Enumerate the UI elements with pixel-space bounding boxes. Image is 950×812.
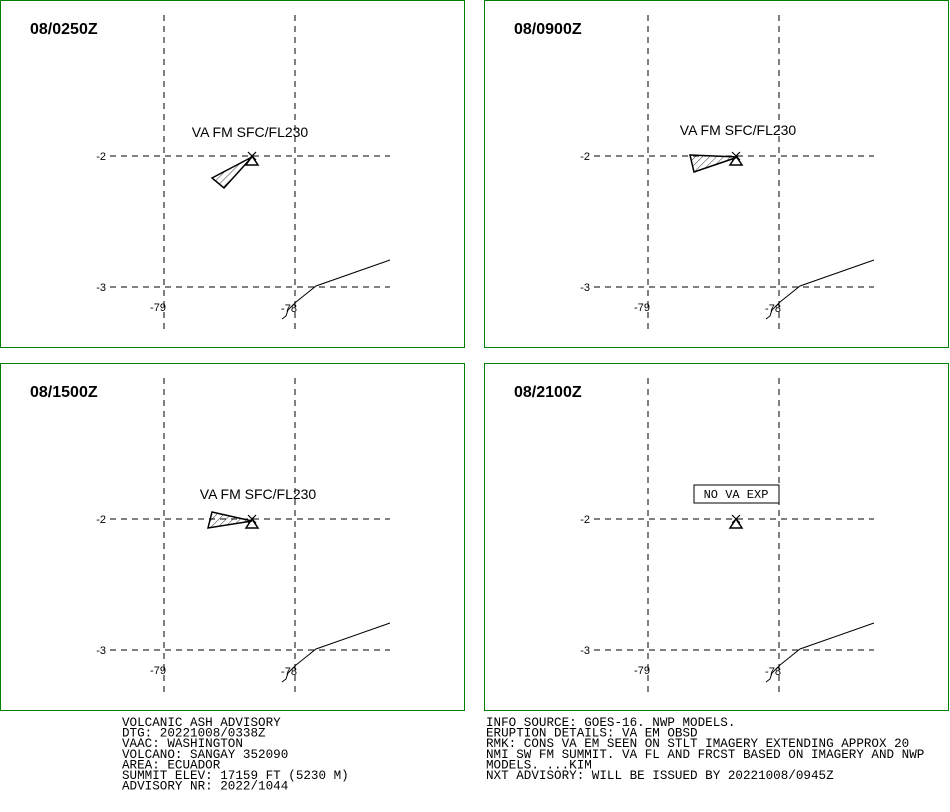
coastline [281, 622, 391, 683]
lat-label: -3 [96, 645, 106, 657]
lat-label: -2 [580, 151, 590, 163]
coastline [281, 259, 391, 320]
advisory-text: VAAC: WASHINGTON [122, 737, 243, 751]
panel-border [0, 0, 465, 348]
advisory-text: SUMMIT ELEV: 17159 FT (5230 M) [122, 769, 349, 783]
lat-label: -2 [96, 514, 106, 526]
lon-label: -79 [634, 302, 650, 314]
volcano [244, 154, 260, 166]
volcano [728, 154, 744, 166]
advisory-text: RMK: CONS VA EM SEEN ON STLT IMAGERY EXT… [486, 737, 909, 751]
ash-area [210, 156, 253, 190]
coastline [765, 259, 875, 320]
volcano [728, 517, 744, 529]
volcano [244, 517, 260, 529]
volcano-mark [731, 151, 741, 161]
advisory-text: AREA: ECUADOR [122, 758, 221, 772]
volcano-mark [247, 151, 257, 161]
panel-border [484, 0, 949, 348]
advisory-text: NMI SW FM SUMMIT. VA FL AND FRCST BASED … [486, 748, 924, 762]
ash-label: VA FM SFC/FL230 [200, 486, 317, 502]
volcano-mark [731, 514, 741, 524]
lat-label: -2 [580, 514, 590, 526]
lon-label: -79 [150, 302, 166, 314]
advisory-text: ADVISORY NR: 2022/1044 [122, 780, 288, 794]
ash-area [206, 511, 253, 529]
valid-time: 08/0900Z [514, 21, 582, 38]
ash-label: VA FM SFC/FL230 [192, 124, 309, 140]
lat-label: -3 [580, 282, 590, 294]
lat-label: -3 [96, 282, 106, 294]
valid-time: 08/1500Z [30, 384, 98, 401]
panel-border [0, 363, 465, 711]
advisory-text: NXT ADVISORY: WILL BE ISSUED BY 20221008… [486, 769, 834, 783]
panel-border [484, 363, 949, 711]
lat-label: -3 [580, 645, 590, 657]
lon-label: -79 [634, 665, 650, 677]
volcano-mark [247, 514, 257, 524]
label-box [693, 484, 780, 504]
valid-time: 08/2100Z [514, 384, 582, 401]
advisory-text: MODELS. ...KIM [486, 758, 592, 772]
advisory-text: ERUPTION DETAILS: VA EM OBSD [486, 727, 698, 741]
lat-label: -2 [96, 151, 106, 163]
ash-label: VA FM SFC/FL230 [680, 122, 797, 138]
lon-label: -79 [150, 665, 166, 677]
ash-area [689, 154, 739, 173]
advisory-text: VOLCANIC ASH ADVISORY [122, 716, 281, 730]
coastline [765, 622, 875, 683]
advisory-text: VOLCANO: SANGAY 352090 [122, 748, 288, 762]
valid-time: 08/0250Z [30, 21, 98, 38]
ash-label: NO VA EXP [704, 488, 769, 502]
advisory-text: DTG: 20221008/0338Z [122, 727, 266, 741]
advisory-text: INFO SOURCE: GOES-16. NWP MODELS. [486, 716, 735, 730]
